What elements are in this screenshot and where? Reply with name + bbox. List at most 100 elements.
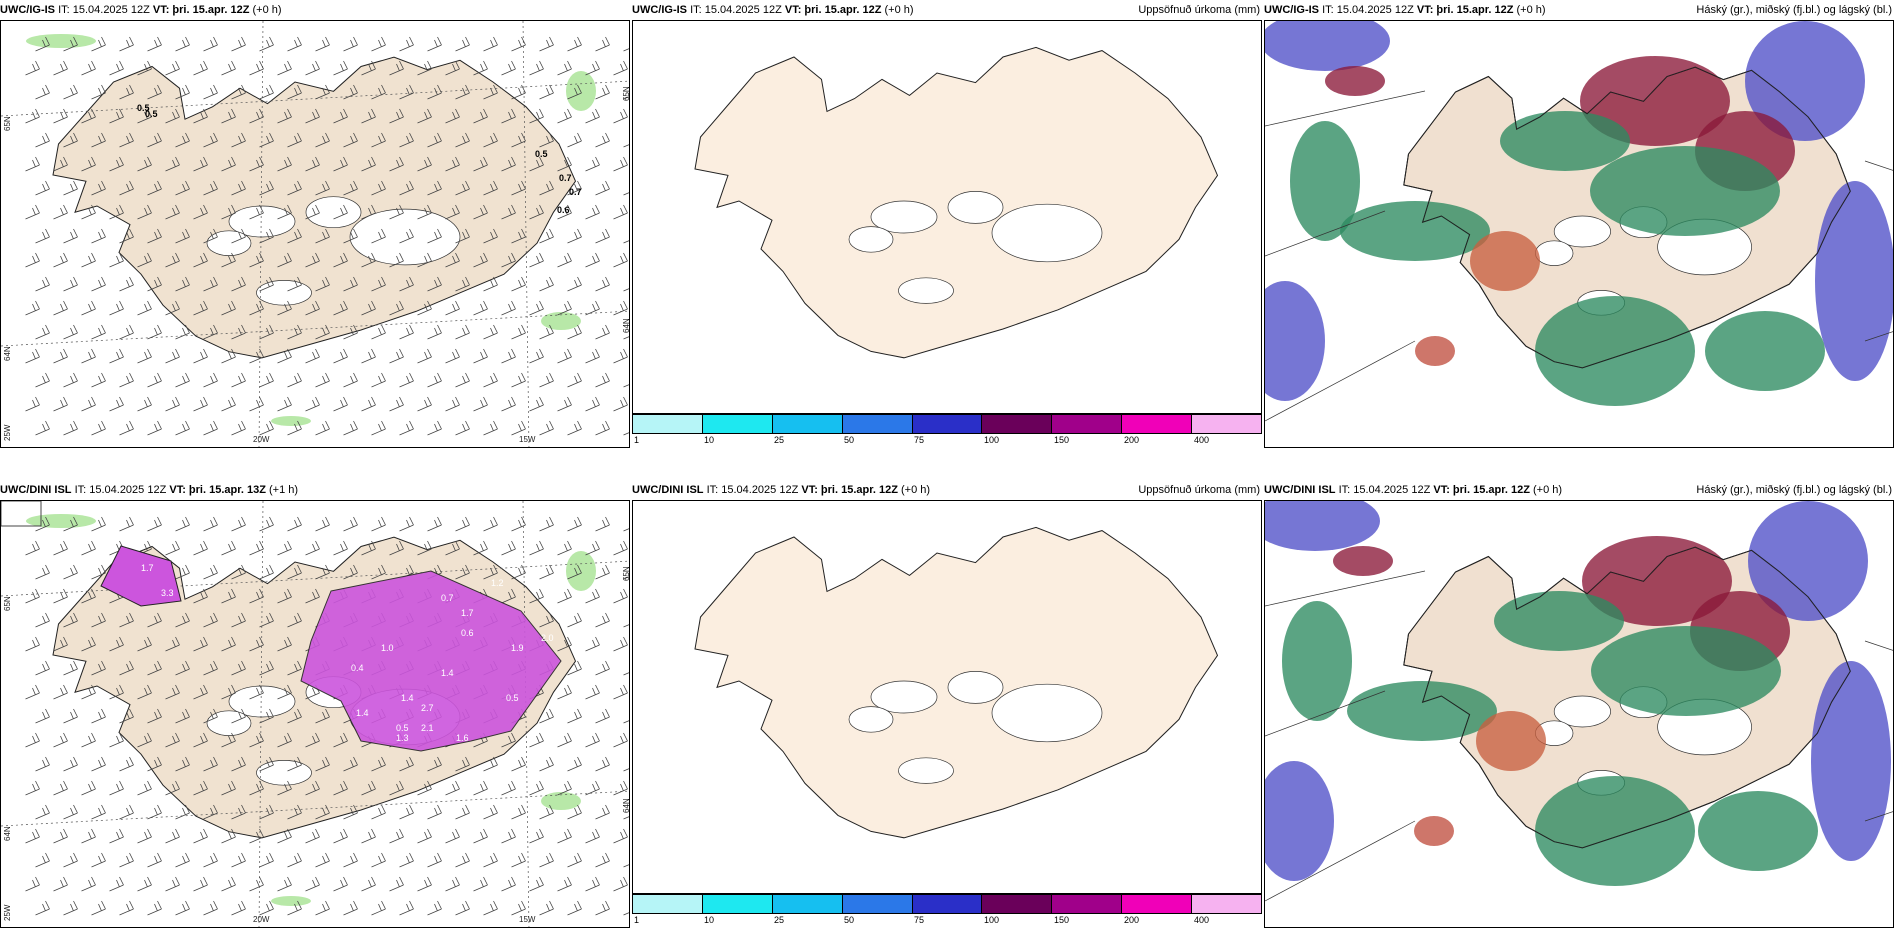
model-name: UWC/IG-IS [0, 4, 55, 16]
wind-barb [305, 828, 320, 844]
init-time: IT: 15.04.2025 12Z [58, 4, 150, 16]
wind-barb [259, 84, 274, 100]
lon-label: 25W [3, 904, 12, 921]
glacier [256, 280, 312, 306]
wind-barb [501, 204, 516, 220]
wind-barb [53, 732, 68, 748]
wind-barb [277, 204, 292, 220]
wind-barb [529, 732, 544, 748]
wind-barb [343, 804, 358, 820]
precip-value-label: 1.3 [396, 733, 409, 743]
cloud-cover-map[interactable] [1264, 500, 1894, 928]
wind-barb [259, 756, 274, 772]
wind-barb [585, 156, 600, 172]
wind-barb [557, 876, 572, 892]
glacier [228, 205, 296, 238]
wind-barb [81, 252, 96, 268]
wind-barb [221, 588, 236, 604]
wind-barb [557, 156, 572, 172]
wind-barb [175, 516, 190, 532]
wind-barb [417, 156, 432, 172]
wind-barb [259, 516, 274, 532]
wind-barb [623, 96, 629, 100]
wind-barb [343, 852, 358, 868]
wind-barb [333, 876, 348, 892]
wind-barb [259, 708, 274, 724]
wind-barb [193, 108, 208, 124]
precip-value-label: 1.4 [356, 708, 369, 718]
precip-area [100, 545, 182, 607]
accum-precip-map[interactable] [632, 20, 1262, 414]
wind-barb [35, 708, 50, 724]
wind-barb [165, 252, 180, 268]
wind-barb [231, 420, 246, 436]
wind-barb [511, 84, 526, 100]
wind-barb [455, 228, 470, 244]
wind-barb [193, 300, 208, 316]
wind-barb [91, 36, 106, 52]
wind-barb [473, 252, 488, 268]
wind-barb [147, 84, 162, 100]
wind-barb [91, 276, 106, 292]
wind-barb [501, 60, 516, 76]
wind-barb [595, 564, 610, 580]
wind-barb [231, 612, 246, 628]
wind-precip-map[interactable]: 0.5 0.5 0.5 0.7 0.7 0.6 65N 64N 25W 20W 15W 6… [0, 20, 630, 448]
cloud-layer [1325, 66, 1385, 96]
wind-barb [417, 876, 432, 892]
wind-barb [91, 324, 106, 340]
wind-barb [333, 204, 348, 220]
wind-barb [175, 564, 190, 580]
wind-barb [595, 708, 610, 724]
cloud-cover-map[interactable] [1264, 20, 1894, 448]
wind-barb [567, 756, 582, 772]
wind-barb [511, 324, 526, 340]
wind-barb [175, 276, 190, 292]
wind-barb [567, 180, 582, 196]
wind-barb [511, 180, 526, 196]
wind-barb [221, 684, 236, 700]
wind-barb [595, 132, 610, 148]
colorbar-tick-label: 25 [774, 915, 785, 925]
wind-barb [231, 564, 246, 580]
wind-barb [417, 348, 432, 364]
wind-barb [539, 372, 554, 388]
wind-barb [567, 84, 582, 100]
wind-barb [557, 732, 572, 748]
wind-barb [585, 396, 600, 412]
wind-barb [53, 204, 68, 220]
grid-line [1864, 811, 1893, 822]
wind-barb [287, 852, 302, 868]
wind-barb [585, 348, 600, 364]
wind-barb [613, 252, 628, 268]
wind-barb [119, 756, 134, 772]
wind-barb [595, 36, 610, 52]
wind-barb [529, 348, 544, 364]
wind-barb [333, 108, 348, 124]
glacier [947, 191, 1004, 224]
wind-barb [483, 756, 498, 772]
wind-barb [427, 180, 442, 196]
wind-barb [585, 108, 600, 124]
colorbar-tick-label: 10 [704, 435, 715, 445]
wind-barb [193, 684, 208, 700]
wind-barb [623, 768, 629, 772]
colorbar-tick-label: 200 [1124, 915, 1140, 925]
wind-barb [613, 876, 628, 892]
wind-barb [63, 516, 78, 532]
init-time: IT: 15.04.2025 12Z [706, 484, 799, 496]
wind-barb [35, 804, 50, 820]
wind-barb [35, 228, 50, 244]
wind-precip-map[interactable]: 3.3 1.7 2.7 1.2 1.7 1.4 1.4 1.9 2.0 1.0 0.5 1.4 1.3 2… [0, 500, 630, 928]
wind-barb [539, 612, 554, 628]
cloud-layer [1265, 501, 1380, 551]
wind-barb [81, 684, 96, 700]
accum-precip-map[interactable] [632, 500, 1262, 894]
wind-barb [417, 252, 432, 268]
wind-barb [109, 348, 124, 364]
wind-barb [109, 396, 124, 412]
wind-barb [567, 132, 582, 148]
wind-barb [203, 708, 218, 724]
wind-barb [249, 828, 264, 844]
wind-barb [399, 228, 414, 244]
